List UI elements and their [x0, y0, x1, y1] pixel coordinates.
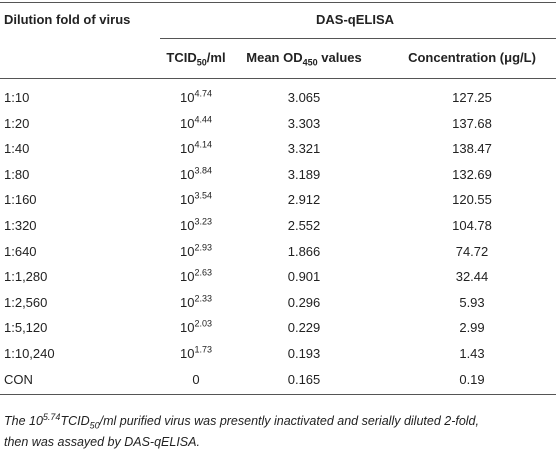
cell-od: 2.912: [287, 192, 321, 208]
cell-conc: 104.78: [452, 218, 492, 233]
cell-conc: 132.69: [452, 166, 492, 182]
cell-conc: 32.44: [455, 269, 489, 285]
header-od-rest: values: [317, 50, 362, 65]
cell-od: 3.303: [287, 115, 321, 131]
cell-conc: 1.43: [459, 346, 485, 361]
header-tcid-sub: 50: [196, 57, 207, 68]
cell-tcid: 102.33: [180, 293, 212, 311]
header-dilution: Dilution fold of virus: [4, 12, 131, 27]
bottom-rule: [0, 394, 556, 395]
cell-od: 1.866: [287, 243, 321, 259]
cell-dilution: 1:20: [4, 115, 30, 131]
tcid-exp: 2.93: [194, 242, 212, 253]
tcid-exp: 2.03: [194, 319, 212, 330]
cell-od: 3.321: [287, 141, 321, 157]
tcid-base: 10: [180, 90, 195, 105]
footnote-base: 10: [29, 414, 43, 428]
header-tcid-rest: /ml: [206, 50, 226, 65]
footnote-line1: The 105.74TCID50/ml purified virus was p…: [4, 411, 479, 431]
cell-dilution: 1:2,560: [4, 294, 48, 310]
tcid-exp: 2.33: [194, 293, 212, 304]
tcid-base: 10: [180, 141, 195, 157]
cell-conc: 5.93: [459, 294, 485, 310]
cell-tcid: 103.84: [180, 165, 212, 183]
cell-od: 2.552: [287, 218, 321, 233]
cell-dilution: CON: [4, 371, 33, 387]
cell-dilution: 1:1,280: [4, 269, 48, 285]
tcid-base: 10: [180, 243, 195, 259]
footnote-exp: 5.74: [42, 411, 61, 422]
cell-od: 0.229: [287, 320, 321, 336]
cell-tcid: 102.93: [180, 242, 212, 260]
tcid-base: 10: [180, 166, 195, 182]
tcid-exp: 2.63: [194, 267, 212, 278]
tcid-exp: 3.54: [194, 191, 212, 202]
cell-tcid: 103.54: [180, 192, 212, 208]
cell-dilution: 1:320: [4, 218, 37, 233]
tcid-base: 10: [180, 320, 195, 336]
header-tcid-main: TCID: [166, 50, 197, 65]
cell-od: 0.193: [287, 346, 321, 361]
cell-tcid: 104.44: [180, 114, 212, 132]
cell-tcid: 101.73: [180, 344, 212, 362]
header-od: Mean OD450 values: [246, 50, 362, 68]
cell-tcid: 104.74: [180, 88, 212, 106]
tcid-exp: 1.73: [194, 344, 212, 355]
cell-tcid: 104.14: [180, 139, 212, 157]
cell-conc: 137.68: [452, 115, 492, 131]
header-conc: Concentration (μg/L): [408, 50, 536, 65]
tcid-exp: 4.74: [194, 88, 212, 99]
header-rule: [0, 78, 556, 79]
header-group: DAS-qELISA: [316, 12, 394, 27]
header-od-main: Mean OD: [246, 50, 303, 65]
footnote-unit: TCID: [60, 414, 90, 428]
footnote-sub: 50: [89, 420, 100, 431]
tcid-base: 10: [180, 294, 195, 310]
cell-dilution: 1:5,120: [4, 320, 48, 336]
cell-dilution: 1:10: [4, 90, 30, 105]
cell-conc: 0.19: [459, 371, 485, 387]
top-rule: [0, 2, 556, 3]
tcid-base: 10: [180, 269, 195, 285]
header-od-sub: 450: [302, 57, 318, 68]
tcid-base: 10: [180, 115, 195, 131]
cell-conc: 74.72: [455, 243, 489, 259]
cell-conc: 120.55: [452, 192, 492, 208]
footnote-line2: then was assayed by DAS-qELISA.: [4, 435, 200, 449]
cell-conc: 127.25: [452, 90, 492, 105]
tcid-exp: 3.84: [194, 165, 212, 176]
cell-conc: 138.47: [452, 141, 492, 157]
footnote-pre: The: [4, 414, 30, 428]
tcid-base: 10: [180, 346, 195, 361]
cell-dilution: 1:640: [4, 243, 37, 259]
cell-tcid: 102.03: [180, 320, 212, 336]
cell-od: 0.296: [287, 294, 321, 310]
header-tcid: TCID50/ml: [166, 50, 226, 68]
cell-tcid: 103.23: [180, 216, 212, 234]
footnote-rest: /ml purified virus was presently inactiv…: [99, 414, 479, 428]
cell-od: 3.189: [287, 166, 321, 182]
cell-dilution: 1:10,240: [4, 346, 55, 361]
cell-od: 0.901: [287, 269, 321, 285]
tcid-base: 10: [180, 192, 195, 208]
tcid-base: 10: [180, 218, 195, 233]
cell-od: 3.065: [287, 90, 321, 105]
cell-dilution: 1:40: [4, 141, 30, 157]
tcid-exp: 4.44: [194, 114, 212, 125]
group-rule: [160, 38, 556, 39]
cell-dilution: 1:80: [4, 166, 30, 182]
tcid-exp: 4.14: [194, 139, 212, 150]
cell-tcid: 0: [192, 371, 200, 387]
cell-conc: 2.99: [459, 320, 485, 336]
cell-tcid: 102.63: [180, 267, 212, 285]
tcid-exp: 3.23: [194, 216, 212, 227]
cell-dilution: 1:160: [4, 192, 37, 208]
cell-od: 0.165: [287, 371, 321, 387]
